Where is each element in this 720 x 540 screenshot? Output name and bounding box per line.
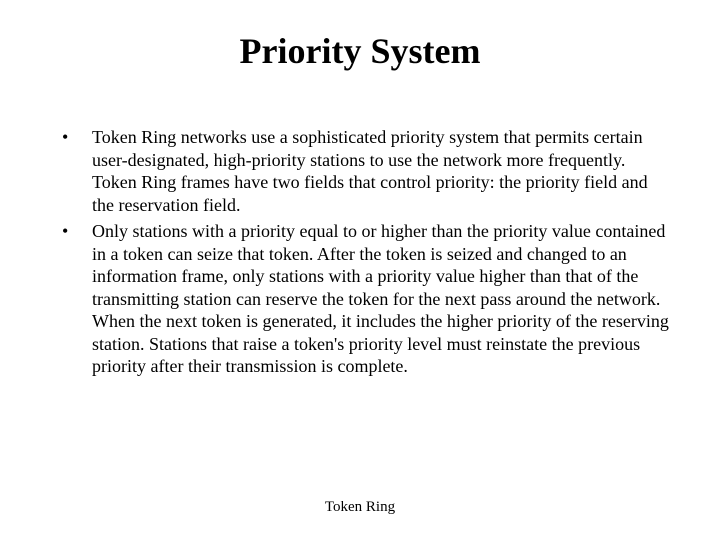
- slide-footer: Token Ring: [0, 499, 720, 516]
- list-item: Token Ring networks use a sophisticated …: [48, 126, 672, 216]
- slide: Priority System Token Ring networks use …: [0, 0, 720, 540]
- list-item: Only stations with a priority equal to o…: [48, 220, 672, 378]
- slide-content: Token Ring networks use a sophisticated …: [48, 126, 672, 378]
- slide-title: Priority System: [48, 30, 672, 72]
- bullet-list: Token Ring networks use a sophisticated …: [48, 126, 672, 378]
